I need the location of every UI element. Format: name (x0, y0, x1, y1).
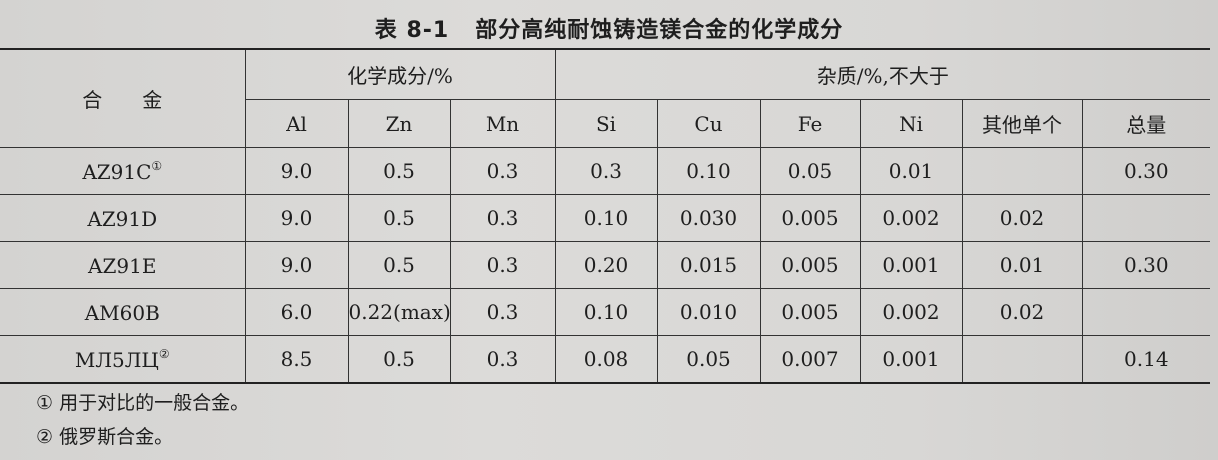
composition-table: 合金 化学成分/% 杂质/%,不大于 Al Zn Mn Si Cu Fe Ni … (0, 48, 1211, 384)
value-cell: 0.02 (961, 194, 1083, 242)
composition-group-header: 化学成分/% (244, 48, 556, 100)
value-cell: 0.10 (554, 288, 658, 336)
table-row: AZ91D 9.0 0.5 0.3 0.10 0.030 0.005 0.002 0.02 (0, 194, 1211, 242)
value-cell: 0.5 (347, 335, 450, 384)
table-row: AZ91E 9.0 0.5 0.3 0.20 0.015 0.005 0.001 0.01 0.3… (0, 241, 1211, 289)
alloy-name: AM60B (84, 300, 160, 325)
value-cell: 0.20 (554, 241, 658, 289)
table-number: 表 8-1 (374, 18, 450, 43)
value-cell: 0.3 (449, 288, 556, 336)
table-row: МЛ5ЛЦ② 8.5 0.5 0.3 0.08 0.05 0.007 0.001 0.14 (0, 335, 1211, 384)
value-cell: 0.005 (759, 241, 861, 289)
column-header: Fe (759, 99, 861, 148)
value-cell (1081, 288, 1211, 336)
alloy-name-cell: AZ91E (0, 241, 245, 289)
alloy-name: AZ91D (87, 206, 158, 231)
column-header: Ni (859, 99, 963, 148)
value-cell: 0.3 (554, 147, 658, 195)
value-cell: 0.01 (961, 241, 1083, 289)
value-cell (961, 147, 1083, 195)
value-cell: 0.5 (347, 241, 450, 289)
table-caption: 表 8-1 部分高纯耐蚀铸造镁合金的化学成分 (0, 12, 1218, 44)
value-cell: 0.22(max) (347, 288, 451, 336)
impurity-group-header: 杂质/%,不大于 (554, 48, 1211, 100)
value-cell: 0.5 (347, 147, 450, 195)
table-body: AZ91C① 9.0 0.5 0.3 0.3 0.10 0.05 0.01 0.30 AZ91D 9… (0, 147, 1211, 384)
value-cell: 0.30 (1081, 147, 1211, 195)
value-cell: 0.01 (859, 147, 963, 195)
alloy-name: AZ91C (82, 159, 152, 184)
value-cell: 0.05 (759, 147, 861, 195)
value-cell: 0.5 (347, 194, 450, 242)
table-title: 部分高纯耐蚀铸造镁合金的化学成分 (475, 18, 844, 43)
column-header: Al (244, 99, 348, 148)
alloy-name-cell: AZ91D (0, 194, 245, 242)
value-cell: 0.10 (554, 194, 658, 242)
value-cell (961, 335, 1083, 384)
value-cell: 0.007 (759, 335, 861, 384)
value-cell: 9.0 (244, 241, 348, 289)
value-cell: 0.010 (656, 288, 761, 336)
value-cell: 0.3 (449, 147, 556, 195)
value-cell: 6.0 (244, 288, 348, 336)
value-cell: 9.0 (244, 147, 348, 195)
value-cell: 0.005 (759, 288, 861, 336)
value-cell: 0.030 (656, 194, 761, 242)
alloy-column-header: 合金 (0, 48, 245, 148)
alloy-name-cell: МЛ5ЛЦ② (0, 335, 245, 384)
footnote: ② 俄罗斯合金。 (36, 426, 174, 448)
footnotes: ① 用于对比的一般合金。 ② 俄罗斯合金。 (36, 386, 249, 454)
value-cell: 0.005 (759, 194, 861, 242)
column-header: Si (554, 99, 658, 148)
value-cell: 0.002 (859, 288, 963, 336)
value-cell: 0.05 (656, 335, 761, 384)
footnote-mark: ① (151, 158, 163, 173)
column-header: Mn (449, 99, 556, 148)
value-cell: 0.001 (859, 335, 963, 384)
value-cell: 0.10 (656, 147, 761, 195)
column-header: Zn (347, 99, 450, 148)
footnote: ① 用于对比的一般合金。 (36, 392, 250, 414)
table-row: AZ91C① 9.0 0.5 0.3 0.3 0.10 0.05 0.01 0.30 (0, 147, 1211, 195)
value-cell: 0.3 (449, 335, 556, 384)
value-cell: 0.002 (859, 194, 963, 242)
column-header: 总量 (1081, 99, 1211, 148)
value-cell: 9.0 (244, 194, 348, 242)
value-cell: 0.3 (449, 194, 556, 242)
footnote-mark: ② (158, 346, 170, 361)
value-cell: 0.02 (961, 288, 1083, 336)
value-cell: 0.30 (1081, 241, 1211, 289)
alloy-name-cell: AM60B (0, 288, 245, 336)
alloy-name: МЛ5ЛЦ (74, 347, 159, 372)
value-cell: 0.14 (1081, 335, 1211, 384)
value-cell: 8.5 (244, 335, 348, 384)
value-cell: 0.3 (449, 241, 556, 289)
column-header: Cu (656, 99, 761, 148)
alloy-name-cell: AZ91C① (0, 147, 245, 195)
table-row: AM60B 6.0 0.22(max) 0.3 0.10 0.010 0.005 0.002 0… (0, 288, 1211, 336)
value-cell (1081, 194, 1211, 242)
value-cell: 0.001 (859, 241, 963, 289)
value-cell: 0.015 (656, 241, 761, 289)
column-header: 其他单个 (961, 99, 1083, 148)
value-cell: 0.08 (554, 335, 658, 384)
alloy-name: AZ91E (88, 253, 157, 278)
